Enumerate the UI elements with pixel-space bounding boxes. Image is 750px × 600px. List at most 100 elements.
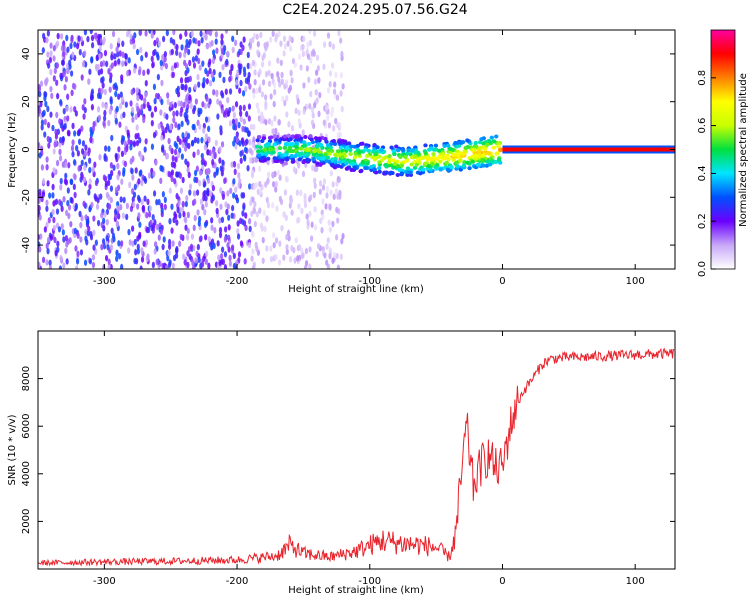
spectrogram-cell: [93, 193, 97, 200]
spectrogram-cell: [392, 152, 397, 157]
spectrogram-cell: [211, 184, 215, 192]
spectrogram-cell: [198, 123, 202, 130]
spectrogram-cell: [43, 118, 47, 126]
spectrogram-cell: [65, 34, 69, 42]
spectrogram-cell: [458, 158, 463, 163]
spectrogram-cell: [89, 230, 93, 238]
spectrogram-cell: [58, 198, 62, 206]
spectrogram-cell: [58, 148, 62, 156]
spectrogram-cell: [348, 148, 353, 153]
spectrogram-cell: [155, 199, 159, 206]
spectrogram-cell: [277, 76, 281, 83]
spectrogram-cell: [418, 171, 423, 176]
spectrogram-cell: [485, 159, 490, 164]
spectrogram-cell: [88, 178, 92, 185]
spectrogram-cell: [301, 43, 305, 51]
spectrogram-cell: [38, 246, 42, 253]
spectrogram-cell: [357, 150, 362, 155]
spectrogram-cell: [461, 163, 467, 168]
spectrogram-cell: [256, 41, 260, 48]
spectrogram-cell: [230, 63, 234, 71]
spectrogram-cell: [130, 88, 134, 96]
spectrogram-cell: [267, 60, 272, 67]
spectrogram-cell: [139, 153, 143, 161]
spectrogram-cell: [51, 208, 55, 216]
spectrogram-cell: [236, 228, 240, 235]
spectrogram-cell: [38, 107, 42, 115]
spectrogram-cell: [130, 106, 135, 114]
spectrogram-cell: [248, 183, 252, 190]
spectrogram-cell: [116, 205, 120, 212]
spectrogram-cell: [135, 139, 140, 147]
spectrogram-cell: [133, 257, 137, 265]
spectrogram-cell: [181, 141, 185, 149]
spectrogram-cell: [114, 208, 118, 216]
spectrogram-cell: [412, 154, 418, 159]
spectrogram-cell: [261, 79, 266, 86]
spectrogram-cell: [73, 130, 77, 137]
spectrogram-cell: [203, 102, 208, 110]
spectrogram-cell: [200, 136, 204, 144]
spectrogram-cell: [49, 42, 53, 49]
spectrogram-cell: [92, 215, 96, 222]
spectrogram-cell: [388, 170, 394, 175]
spectrogram-cell: [239, 150, 243, 157]
spectrogram-cell: [64, 172, 68, 180]
spectrogram-cell: [196, 209, 200, 216]
spectrogram-cell: [133, 183, 137, 191]
spectrogram-cell: [45, 199, 49, 206]
spectrogram-cell: [213, 171, 217, 178]
spectrogram-cell: [87, 225, 91, 232]
spectrogram-cell: [426, 164, 432, 169]
spectrogram-cell: [275, 205, 279, 212]
spectrogram-cell: [54, 198, 59, 205]
spectrogram-cell: [150, 119, 154, 127]
spectrogram-cell: [339, 90, 343, 97]
spectrogram-cell: [377, 166, 382, 171]
spectrogram-cell: [256, 149, 261, 154]
spectrogram-cell: [197, 220, 201, 227]
spectrogram-cell: [83, 176, 87, 184]
spectrogram-cell: [121, 135, 126, 142]
spectrogram-cell: [322, 41, 327, 48]
spectrogram-cell: [79, 236, 83, 243]
spectrogram-cell: [185, 234, 190, 241]
spectrogram-cell: [201, 204, 205, 211]
spectrogram-cell: [303, 134, 308, 139]
spectrogram-cell: [423, 143, 428, 148]
spectrogram-cell: [186, 227, 190, 235]
spectrogram-cell: [131, 38, 136, 45]
spectrogram-cell: [494, 151, 499, 156]
spectrogram-cell: [465, 160, 470, 165]
spectrogram-cell: [140, 104, 144, 111]
spectrogram-cell: [254, 241, 258, 249]
spectrogram-cell: [188, 59, 192, 67]
spectrogram-cell: [208, 149, 212, 157]
spectrogram-cell: [169, 123, 173, 131]
spectrogram-cell: [336, 217, 340, 224]
spectrogram-cell: [271, 202, 275, 209]
spectrogram-cell: [274, 127, 278, 135]
spectrogram-cell: [258, 180, 262, 188]
spectrogram-cell: [170, 175, 174, 183]
spectrogram-cell: [350, 161, 356, 166]
spectrogram-cell: [196, 137, 200, 144]
spectrogram-cell: [284, 214, 288, 222]
spectrogram-cell: [169, 101, 173, 108]
spectrogram-cell: [285, 95, 289, 102]
spectrogram-cell: [168, 243, 172, 250]
spectrogram-cell: [59, 72, 63, 80]
spectrogram-cell: [410, 148, 415, 153]
spectrogram-cell: [470, 159, 476, 164]
spectrogram-cell: [50, 92, 54, 100]
spectrogram-cell: [178, 240, 182, 247]
spectrogram-cell: [256, 107, 261, 115]
spectrogram-cell: [203, 221, 208, 228]
spectrogram-cell: [451, 157, 456, 162]
spectrogram-cell: [249, 199, 253, 207]
spectrogram-cell: [241, 192, 246, 199]
spectrogram-cell: [165, 30, 169, 37]
spectrogram-cell: [210, 224, 214, 231]
spectrogram-cell: [422, 161, 428, 166]
spectrogram-cell: [227, 234, 231, 241]
